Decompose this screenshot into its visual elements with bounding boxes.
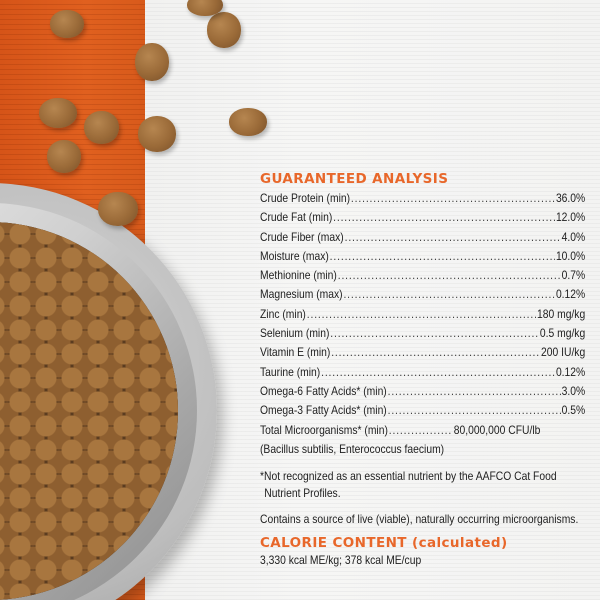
aafco-footnote: *Not recognized as an essential nutrient… xyxy=(260,468,585,502)
row-value: 4.0% xyxy=(561,229,586,244)
row-label: Magnesium (max) xyxy=(260,287,343,302)
kibble-piece xyxy=(84,111,119,144)
analysis-row: Crude Fat (min) 12.0% xyxy=(260,208,585,227)
row-value: 200 IU/kg xyxy=(541,345,586,360)
dot-leader xyxy=(321,363,555,382)
dot-leader xyxy=(351,189,555,208)
dot-leader xyxy=(388,401,561,420)
kibble-piece xyxy=(50,10,84,38)
kibble-piece xyxy=(98,192,138,226)
row-value: 0.12% xyxy=(555,364,586,379)
analysis-row: Total Microorganisms* (min) 80,000,000 CF… xyxy=(260,421,540,440)
dot-leader xyxy=(330,324,539,343)
row-label: Crude Protein (min) xyxy=(260,191,351,205)
analysis-row: Magnesium (max) 0.12% xyxy=(260,285,585,304)
row-label: Moisture (max) xyxy=(260,248,329,263)
kibble-piece xyxy=(207,12,241,48)
analysis-table: Crude Protein (min) 36.0% Crude Fat (min)… xyxy=(260,189,586,440)
analysis-row: Crude Protein (min) 36.0% xyxy=(260,189,585,208)
analysis-row: Taurine (min) 0.12% xyxy=(260,363,585,382)
kibble-piece xyxy=(39,98,77,128)
dot-leader xyxy=(343,285,555,304)
row-label: Crude Fiber (max) xyxy=(260,229,344,244)
dot-leader xyxy=(338,266,561,285)
dot-leader xyxy=(307,305,536,324)
row-value: 12.0% xyxy=(555,210,586,225)
calorie-content-value: 3,330 kcal ME/kg; 378 kcal ME/cup xyxy=(260,552,422,567)
dot-leader xyxy=(333,208,555,227)
row-value: 80,000,000 CFU/lb xyxy=(453,422,541,437)
row-label: Omega-3 Fatty Acids* (min) xyxy=(260,403,387,418)
nutrition-panel: GUARANTEED ANALYSIS Crude Protein (min) 3… xyxy=(260,170,586,568)
row-label: Taurine (min) xyxy=(260,364,321,379)
row-label: Zinc (min) xyxy=(260,306,306,321)
analysis-row: Zinc (min) 180 mg/kg xyxy=(260,305,585,324)
dot-leader xyxy=(330,247,555,266)
row-value: 0.7% xyxy=(561,268,586,283)
live-microorganisms-note: Contains a source of live (viable), natu… xyxy=(260,511,579,526)
analysis-row: Selenium (min) 0.5 mg/kg xyxy=(260,324,585,343)
bowl-kibble xyxy=(0,222,178,600)
dot-leader xyxy=(388,382,561,401)
footnote-line-2: Nutrient Profiles. xyxy=(264,485,341,500)
dot-leader xyxy=(345,228,561,247)
footnote-line-1: *Not recognized as an essential nutrient… xyxy=(260,468,557,483)
analysis-row: Omega-3 Fatty Acids* (min) 0.5% xyxy=(260,401,585,420)
row-value: 3.0% xyxy=(561,383,586,398)
kibble-piece xyxy=(138,116,176,152)
kibble-piece xyxy=(187,0,223,16)
calorie-content-heading: CALORIE CONTENT (calculated) xyxy=(260,534,508,551)
row-value: 0.5 mg/kg xyxy=(539,326,586,341)
analysis-row: Omega-6 Fatty Acids* (min) 3.0% xyxy=(260,382,585,401)
guaranteed-analysis-heading: GUARANTEED ANALYSIS xyxy=(260,171,449,187)
row-value: 10.0% xyxy=(555,248,586,263)
kibble-piece xyxy=(135,43,169,81)
row-label: Vitamin E (min) xyxy=(260,345,331,360)
row-value: 36.0% xyxy=(555,191,586,205)
kibble-pile xyxy=(0,222,178,600)
row-label: Omega-6 Fatty Acids* (min) xyxy=(260,383,387,398)
analysis-row: Crude Fiber (max) 4.0% xyxy=(260,228,585,247)
row-value: 180 mg/kg xyxy=(537,306,586,321)
microorganism-species: (Bacillus subtilis, Enterococcus faecium… xyxy=(260,441,445,456)
kibble-piece xyxy=(47,140,81,173)
analysis-row: Vitamin E (min) 200 IU/kg xyxy=(260,343,585,362)
row-label: Total Microorganisms* (min) xyxy=(260,422,388,437)
analysis-row: Methionine (min) 0.7% xyxy=(260,266,585,285)
dot-leader xyxy=(389,421,453,440)
row-label: Methionine (min) xyxy=(260,268,337,283)
dot-leader xyxy=(331,343,540,362)
row-label: Selenium (min) xyxy=(260,326,330,341)
row-value: 0.5% xyxy=(561,403,586,418)
analysis-row: Moisture (max) 10.0% xyxy=(260,247,585,266)
row-value: 0.12% xyxy=(555,287,586,302)
kibble-piece xyxy=(229,108,267,136)
row-label: Crude Fat (min) xyxy=(260,210,333,225)
